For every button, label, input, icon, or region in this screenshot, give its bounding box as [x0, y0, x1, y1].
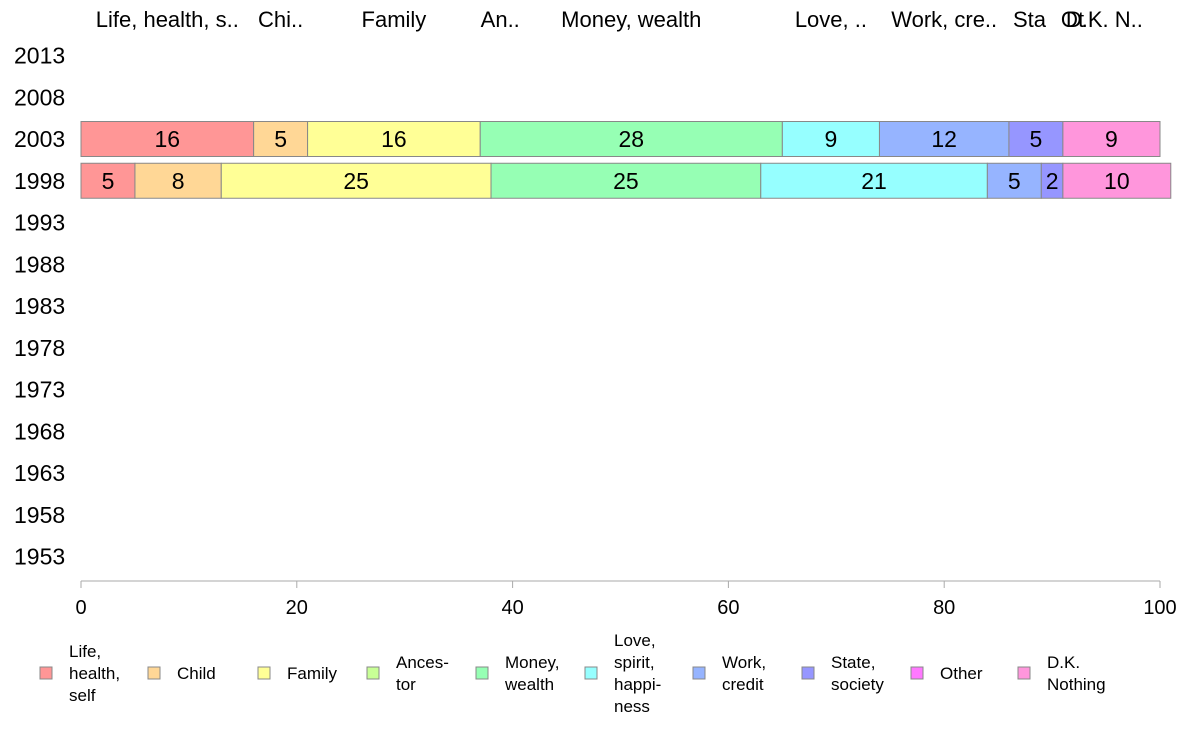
bar-segment [760, 162, 988, 199]
bar-value-label: 8 [172, 168, 185, 194]
bar-segment [781, 121, 880, 157]
bar-value-label: 9 [1105, 126, 1118, 152]
bar-segment [1062, 121, 1161, 157]
bar-value-label: 5 [274, 126, 287, 152]
legend-label: Family [287, 664, 338, 683]
legend-label: society [831, 675, 884, 694]
x-tick-label: 80 [933, 597, 955, 619]
y-tick-label: 1953 [14, 544, 65, 570]
y-tick-label: 1958 [14, 502, 65, 528]
category-header-label: Love, .. [795, 7, 867, 32]
legend-swatch [584, 666, 598, 680]
bar-value-label: 9 [825, 126, 838, 152]
bar-segment [986, 162, 1042, 199]
legend-swatch [475, 666, 489, 680]
bar-segment [1062, 162, 1172, 199]
legend-label: credit [722, 675, 764, 694]
x-axis: 0 20 40 60 80 100 [75, 580, 1177, 619]
bar-value-label: 5 [1008, 168, 1021, 194]
bar-value-label: 5 [102, 168, 115, 194]
y-tick-label: 1973 [14, 377, 65, 403]
bar-value-label: 25 [343, 168, 369, 194]
legend-swatch [801, 666, 815, 680]
legend-label: Money, [505, 653, 560, 672]
x-tick-label: 20 [286, 597, 308, 619]
bar-value-label: 21 [861, 168, 887, 194]
y-tick-label: 1983 [14, 293, 65, 319]
legend-label: tor [396, 675, 416, 694]
category-header-label: Sta [1013, 7, 1047, 32]
bar-segment [80, 162, 136, 199]
category-header-label: Family [362, 7, 427, 32]
category-header-label: Life, health, s.. [96, 7, 239, 32]
category-header-labels: Life, health, s.. Chi.. Family An.. Money, w… [96, 7, 1143, 32]
legend-swatch [39, 666, 53, 680]
bar-value-label: 2 [1046, 168, 1059, 194]
legend-label: D.K. [1047, 653, 1080, 672]
bar-value-label: 25 [613, 168, 639, 194]
legend-swatch [147, 666, 161, 680]
bars: 16 5 16 28 9 12 5 95 8 25 25 21 5 2 10 [80, 121, 1172, 199]
bar-segment [1008, 121, 1064, 157]
y-tick-label: 1963 [14, 460, 65, 486]
bar-segment [878, 121, 1010, 157]
bar-value-label: 16 [155, 126, 181, 152]
y-tick-label: 1978 [14, 335, 65, 361]
legend-swatch [257, 666, 271, 680]
x-tick-label: 60 [717, 597, 739, 619]
bar-value-label: 5 [1030, 126, 1043, 152]
y-tick-label: 1968 [14, 418, 65, 444]
legend-swatch [1017, 666, 1031, 680]
category-header-label: D.K. N.. [1066, 7, 1143, 32]
legend-label: Ances- [396, 653, 449, 672]
category-header-label: Chi.. [258, 7, 303, 32]
legend-label: Nothing [1047, 675, 1106, 694]
legend-label: spirit, [614, 653, 655, 672]
legend-label: Other [940, 664, 983, 683]
legend-label: self [69, 686, 96, 705]
legend-label: wealth [504, 675, 554, 694]
legend: Life, health, self Child Family Ances-tor Mone… [39, 631, 1106, 716]
category-header-label: An.. [481, 7, 520, 32]
y-tick-label: 2008 [14, 84, 65, 110]
legend-label: Life, [69, 642, 101, 661]
legend-swatch [692, 666, 706, 680]
bar-segment [220, 162, 492, 199]
legend-label: health, [69, 664, 120, 683]
category-header-label: Money, wealth [561, 7, 701, 32]
legend-label: Child [177, 664, 216, 683]
legend-label: Work, [722, 653, 766, 672]
bar-value-label: 28 [618, 126, 644, 152]
bar-segment [253, 121, 309, 157]
legend-label: happi- [614, 675, 661, 694]
legend-label: ness [614, 697, 650, 716]
y-tick-label: 1993 [14, 210, 65, 236]
bar-value-label: 16 [381, 126, 407, 152]
bar-segment [490, 162, 762, 199]
y-tick-label: 1988 [14, 251, 65, 277]
bar-value-label: 12 [931, 126, 957, 152]
category-header-label: Ot [1061, 7, 1084, 32]
y-tick-label: 2003 [14, 126, 65, 152]
y-axis-labels: 2013 2008 2003 1998 1993 1988 1983 1978 1973 1968… [14, 43, 65, 570]
x-tick-label: 0 [75, 597, 86, 619]
legend-swatch [366, 666, 380, 680]
x-tick-label: 40 [501, 597, 523, 619]
category-header-label: Work, cre.. [891, 7, 997, 32]
legend-swatch [910, 666, 924, 680]
legend-label: State, [831, 653, 875, 672]
y-tick-label: 1998 [14, 168, 65, 194]
x-tick-label: 100 [1143, 597, 1176, 619]
legend-label: Love, [614, 631, 656, 650]
bar-value-label: 10 [1104, 168, 1130, 194]
y-tick-label: 2013 [14, 43, 65, 69]
bar-segment [134, 162, 222, 199]
